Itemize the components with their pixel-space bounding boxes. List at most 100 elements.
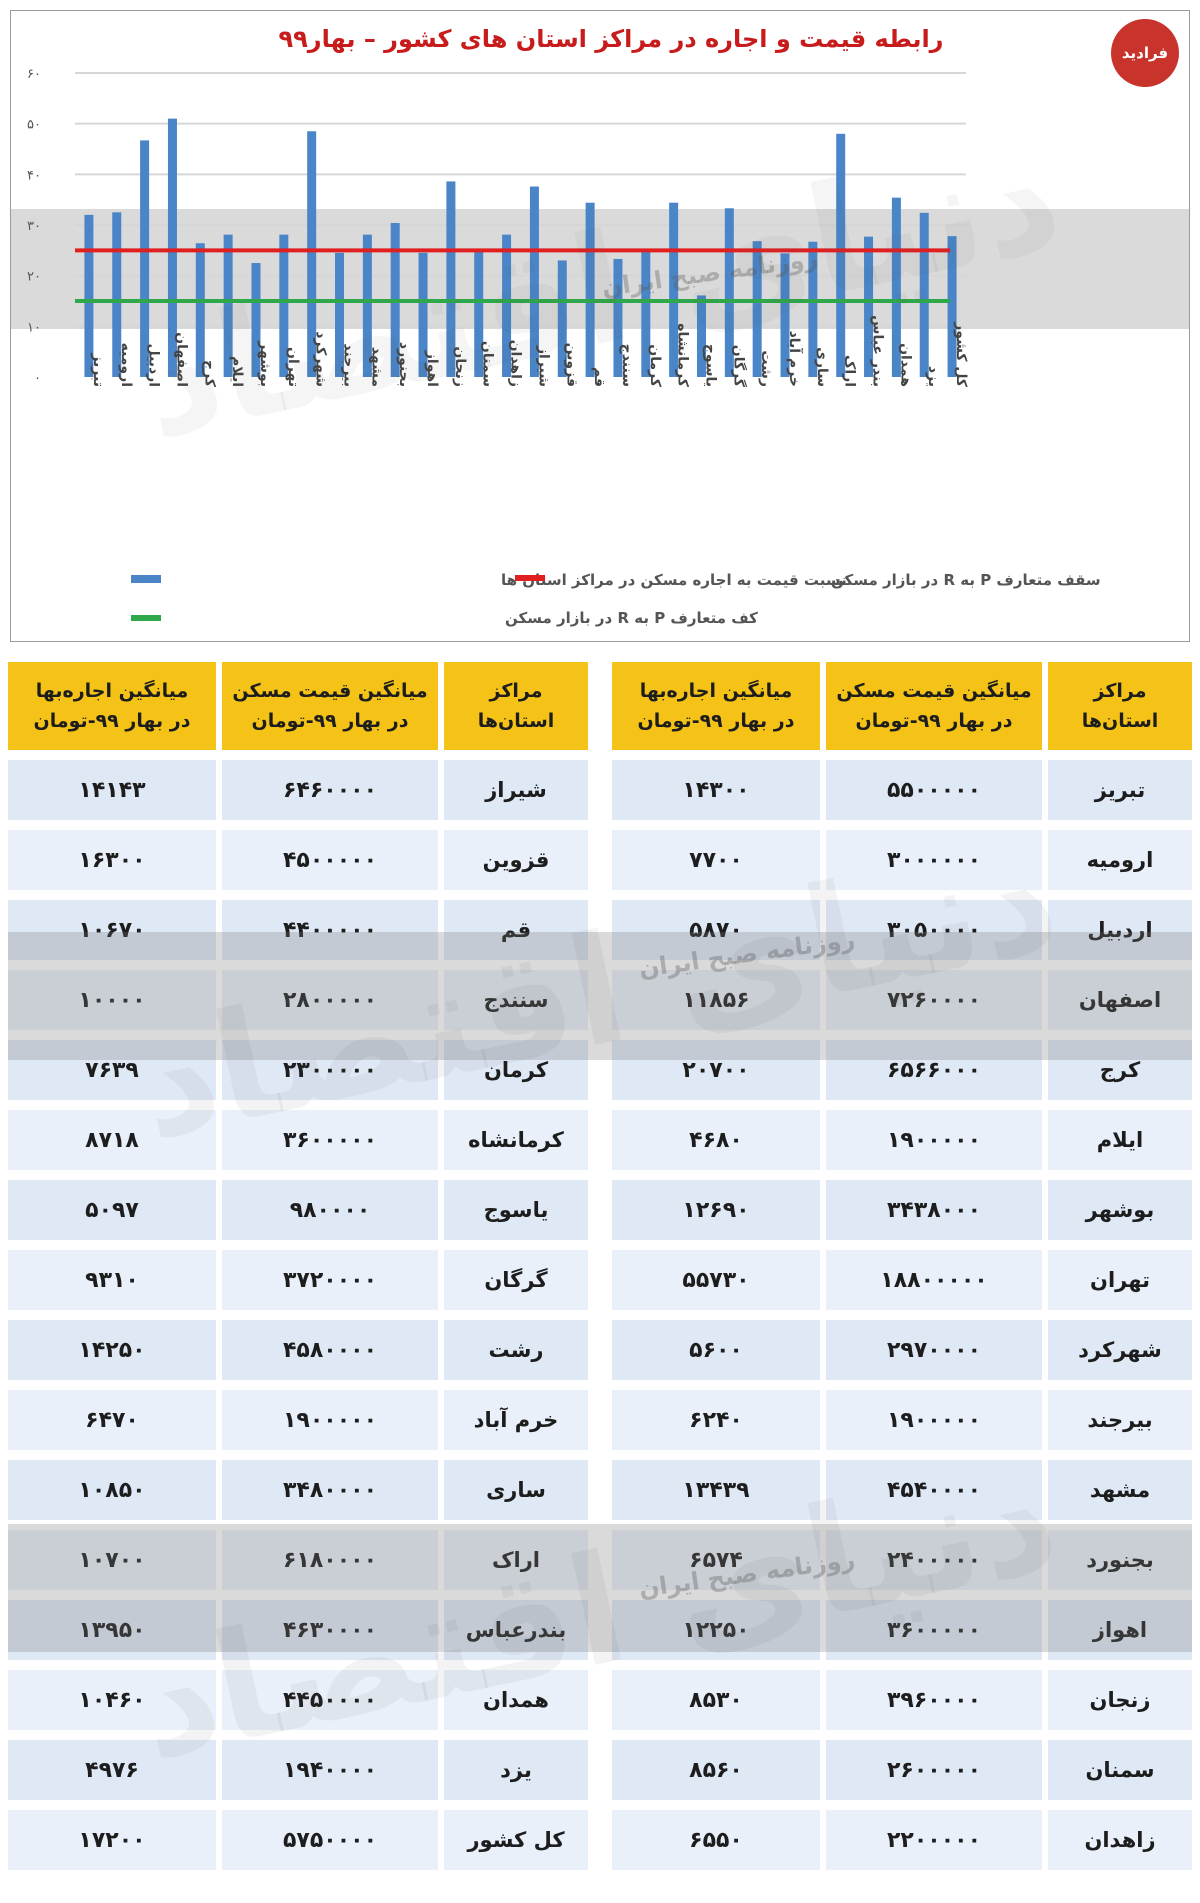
- logo-text: فرادید: [1121, 44, 1169, 62]
- cell-rent: ۲۰۷۰۰: [612, 1030, 820, 1100]
- x-tick-label: خرم آباد: [786, 331, 804, 387]
- table-row: تبریز ۵۵۰۰۰۰۰ ۱۴۳۰۰: [612, 750, 1192, 820]
- cell-city: سنندج: [438, 960, 588, 1030]
- x-tick-label: شیراز: [535, 345, 551, 387]
- cell-city: بندرعباس: [438, 1590, 588, 1660]
- table-row: زنجان ۳۹۶۰۰۰۰ ۸۵۳۰: [612, 1660, 1192, 1730]
- y-tick-label: ۶۰: [27, 67, 41, 82]
- cell-rent: ۱۷۲۰۰: [8, 1800, 216, 1870]
- cell-city: مشهد: [1042, 1450, 1192, 1520]
- bar: [529, 186, 539, 377]
- cell-city: یاسوج: [438, 1170, 588, 1240]
- cell-city: شیراز: [438, 750, 588, 820]
- legend-label-floor: کف متعارف P به R در بازار مسکن: [505, 609, 758, 627]
- table-row: همدان ۴۴۵۰۰۰۰ ۱۰۴۶۰: [8, 1660, 588, 1730]
- table-row: کل کشور ۵۷۵۰۰۰۰ ۱۷۲۰۰: [8, 1800, 588, 1870]
- table-row: خرم آباد ۱۹۰۰۰۰۰ ۶۴۷۰: [8, 1380, 588, 1450]
- cell-price: ۶۱۸۰۰۰۰: [216, 1520, 438, 1590]
- cell-rent: ۱۰۴۶۰: [8, 1660, 216, 1730]
- cell-price: ۵۷۵۰۰۰۰: [216, 1800, 438, 1870]
- cell-city: گرگان: [438, 1240, 588, 1310]
- cell-price: ۱۹۰۰۰۰۰: [216, 1380, 438, 1450]
- table-row: بندرعباس ۴۶۳۰۰۰۰ ۱۳۹۵۰: [8, 1590, 588, 1660]
- table-left: مراکز استان‌ها میانگین قیمت مسکن در بهار …: [8, 662, 588, 1870]
- bar: [140, 140, 150, 377]
- table-row: شهرکرد ۲۹۷۰۰۰۰ ۵۶۰۰: [612, 1310, 1192, 1380]
- x-tick-label: مشهد: [368, 347, 384, 387]
- table-row: یاسوج ۹۸۰۰۰۰ ۵۰۹۷: [8, 1170, 588, 1240]
- cell-rent: ۱۲۲۵۰: [612, 1590, 820, 1660]
- legend-swatch-floor: [131, 615, 161, 621]
- cell-city: قزوین: [438, 820, 588, 890]
- x-tick-label: کرمانشاه: [675, 323, 691, 388]
- bar: [585, 202, 595, 377]
- cell-rent: ۶۵۵۰: [612, 1800, 820, 1870]
- table-row: اردبیل ۳۰۵۰۰۰۰ ۵۸۷۰: [612, 890, 1192, 960]
- cell-price: ۴۵۴۰۰۰۰: [820, 1450, 1042, 1520]
- bar: [223, 234, 233, 377]
- chart-panel: رابطه قیمت و اجاره در مراکز استان های کش…: [10, 10, 1190, 642]
- cell-price: ۱۹۰۰۰۰۰: [820, 1380, 1042, 1450]
- table-header-row: مراکز استان‌ها میانگین قیمت مسکن در بهار …: [8, 662, 588, 750]
- bar: [919, 212, 929, 377]
- y-tick-label: ۵۰: [27, 118, 41, 133]
- x-tick-label: اراک: [842, 355, 858, 387]
- bar: [864, 236, 874, 377]
- watermark-brand: دنیای اقتصاد: [126, 109, 1074, 473]
- table-row: سمنان ۲۶۰۰۰۰۰ ۸۵۶۰: [612, 1730, 1192, 1800]
- table-row: یزد ۱۹۴۰۰۰۰ ۴۹۷۶: [8, 1730, 588, 1800]
- x-tick-label: سنندج: [619, 344, 635, 387]
- x-tick-label: یزد: [925, 366, 941, 387]
- bar: [836, 133, 846, 377]
- cell-price: ۲۳۰۰۰۰۰: [216, 1030, 438, 1100]
- bar: [752, 241, 762, 377]
- table-row: کرمان ۲۳۰۰۰۰۰ ۷۶۳۹: [8, 1030, 588, 1100]
- x-tick-label: ایلام: [229, 356, 245, 387]
- cell-price: ۳۰۵۰۰۰۰: [820, 890, 1042, 960]
- bar: [307, 131, 317, 377]
- y-tick-label: ۰: [34, 371, 41, 386]
- y-tick-label: ۱۰: [27, 320, 41, 335]
- header-price: میانگین قیمت مسکن در بهار ۹۹-تومان: [820, 662, 1042, 750]
- cell-price: ۴۴۵۰۰۰۰: [216, 1660, 438, 1730]
- x-tick-label: قزوین: [563, 343, 579, 387]
- chart-category-labels: تبریز ارومیه اردبیل اصفهان کرج ایلام بوشهر تهرا…: [90, 315, 969, 388]
- bar: [84, 214, 94, 377]
- y-tick-label: ۴۰: [27, 168, 41, 183]
- table-header-row: مراکز استان‌ها میانگین قیمت مسکن در بهار …: [612, 662, 1192, 750]
- cell-city: سمنان: [1042, 1730, 1192, 1800]
- x-tick-label: تهران: [285, 347, 301, 387]
- cell-rent: ۷۷۰۰: [612, 820, 820, 890]
- cell-rent: ۴۹۷۶: [8, 1730, 216, 1800]
- cell-price: ۴۵۰۰۰۰۰: [216, 820, 438, 890]
- cell-city: کرمانشاه: [438, 1100, 588, 1170]
- table-row: رشت ۴۵۸۰۰۰۰ ۱۴۲۵۰: [8, 1310, 588, 1380]
- cell-rent: ۹۳۱۰: [8, 1240, 216, 1310]
- cell-rent: ۶۲۴۰: [612, 1380, 820, 1450]
- price-rent-tables: مراکز استان‌ها میانگین قیمت مسکن در بهار …: [8, 662, 1192, 1894]
- x-tick-label: بندر عباس: [870, 315, 886, 387]
- x-tick-label: اهواز: [424, 350, 440, 387]
- table-row: زاهدان ۲۲۰۰۰۰۰ ۶۵۵۰: [612, 1800, 1192, 1870]
- cell-price: ۳۶۰۰۰۰۰: [820, 1590, 1042, 1660]
- watermark-chart: روزنامه صبح ایران دنیای اقتصاد: [126, 109, 1074, 473]
- bar: [167, 118, 177, 377]
- cell-city: تبریز: [1042, 750, 1192, 820]
- chart-legend: نسبت قیمت به اجاره مسکن در مراکز استان ه…: [131, 571, 1101, 627]
- bar: [947, 236, 957, 377]
- cell-city: ارومیه: [1042, 820, 1192, 890]
- table-row: مشهد ۴۵۴۰۰۰۰ ۱۳۴۳۹: [612, 1450, 1192, 1520]
- cell-city: اصفهان: [1042, 960, 1192, 1030]
- bar: [418, 252, 428, 377]
- cell-city: ایلام: [1042, 1100, 1192, 1170]
- cell-price: ۲۴۰۰۰۰۰: [820, 1520, 1042, 1590]
- table-row: بیرجند ۱۹۰۰۰۰۰ ۶۲۴۰: [612, 1380, 1192, 1450]
- cell-city: یزد: [438, 1730, 588, 1800]
- bar: [557, 260, 567, 377]
- cell-price: ۹۸۰۰۰۰: [216, 1170, 438, 1240]
- cell-rent: ۵۰۹۷: [8, 1170, 216, 1240]
- cell-price: ۴۶۳۰۰۰۰: [216, 1590, 438, 1660]
- cell-price: ۲۲۰۰۰۰۰: [820, 1800, 1042, 1870]
- chart-grid: [75, 72, 966, 328]
- bar: [446, 181, 456, 377]
